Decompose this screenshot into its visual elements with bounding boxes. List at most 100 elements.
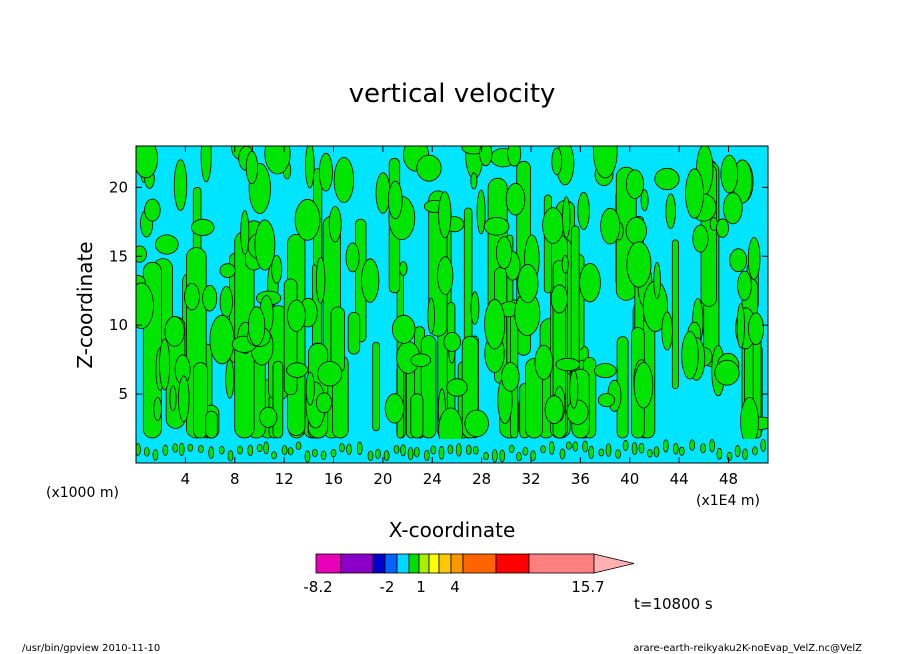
y-tick-label: 20 xyxy=(109,178,128,196)
boundary-cell xyxy=(491,449,498,463)
updraft-cell xyxy=(577,191,590,230)
updraft-cell xyxy=(245,150,258,185)
footer-right: arare-earth-reikyaku2K-noEvap_VelZ.nc@Ve… xyxy=(633,643,862,654)
updraft-cell xyxy=(729,248,748,273)
x-tick-label: 12 xyxy=(275,470,294,488)
chart-title: vertical velocity xyxy=(349,79,556,109)
updraft-cell xyxy=(720,154,739,194)
updraft-cell xyxy=(484,298,506,350)
updraft-cell xyxy=(555,357,581,372)
boundary-cell xyxy=(742,448,748,460)
colorbar-tick-label: 4 xyxy=(450,578,460,596)
updraft-cell xyxy=(692,224,709,253)
updraft-cell xyxy=(328,206,342,243)
updraft-cell xyxy=(144,198,161,222)
updraft-cell xyxy=(271,254,283,284)
updraft-cell xyxy=(633,362,654,409)
boundary-cell xyxy=(247,444,254,457)
colorbar-segment xyxy=(372,553,386,574)
colorbar-extend-arrow xyxy=(593,553,635,574)
updraft-cell xyxy=(305,146,315,189)
boundary-cell xyxy=(700,443,706,454)
updraft-cell xyxy=(747,236,761,280)
boundary-cell xyxy=(638,442,645,454)
boundary-cell xyxy=(136,443,141,456)
boundary-cell xyxy=(455,443,462,457)
updraft-cell xyxy=(661,311,673,351)
updraft-cell xyxy=(155,234,179,255)
updraft-cell xyxy=(361,258,380,303)
boundary-cell xyxy=(615,449,621,459)
x-tick-label: 40 xyxy=(620,470,639,488)
boundary-cell xyxy=(227,450,234,462)
boundary-cell xyxy=(516,452,522,462)
boundary-cell xyxy=(752,446,758,456)
x-tick-label: 4 xyxy=(181,470,191,488)
boundary-cell xyxy=(622,440,629,451)
boundary-cell xyxy=(508,444,515,454)
boundary-cell xyxy=(172,443,179,453)
boundary-cell xyxy=(572,441,579,452)
updraft-cell xyxy=(483,217,510,236)
updraft-cell xyxy=(375,172,391,214)
colorbar-segment xyxy=(418,553,430,574)
updraft-cell xyxy=(501,362,520,392)
updraft-cell xyxy=(318,152,333,192)
updraft-cell xyxy=(209,314,235,365)
updraft-cell xyxy=(464,409,489,438)
colorbar-segment xyxy=(315,553,342,574)
x-tick-label: 44 xyxy=(670,470,689,488)
updraft-cell xyxy=(470,172,478,190)
y-axis-ticks: 5 10 15 20 xyxy=(109,178,768,403)
boundary-cell xyxy=(295,441,302,451)
updraft-cell xyxy=(219,286,233,318)
boundary-cell xyxy=(530,450,536,462)
updraft-cell xyxy=(264,146,291,175)
y-axis-label: Z-coordinate xyxy=(73,241,97,368)
updraft-cell xyxy=(286,299,306,332)
updraft-cell xyxy=(153,396,162,421)
updraft-cell xyxy=(443,331,462,352)
updraft-column xyxy=(410,393,424,439)
colorbar-tick-labels: -8.2 -2 1 4 15.7 xyxy=(303,578,604,596)
updraft-cell xyxy=(345,242,360,273)
boundary-cell xyxy=(760,438,767,452)
updraft-cell xyxy=(286,362,309,378)
updraft-cell xyxy=(625,169,645,199)
updraft-column xyxy=(205,410,218,439)
updraft-column xyxy=(525,358,543,439)
boundary-cell xyxy=(162,444,169,456)
y-tick-label: 5 xyxy=(118,385,128,403)
updraft-cell xyxy=(184,283,200,311)
updraft-cell xyxy=(136,282,154,329)
x-axis-ticks: 4 8 12 16 20 24 28 32 36 40 44 48 xyxy=(181,146,738,488)
boundary-cell xyxy=(287,447,294,456)
boundary-cell xyxy=(281,445,288,456)
updraft-cell xyxy=(625,216,647,245)
boundary-cell xyxy=(472,445,479,455)
updraft-cell xyxy=(225,359,235,399)
colorbar-segment xyxy=(528,553,595,574)
updraft-cell xyxy=(566,399,589,425)
x-unit-left: (x1000 m) xyxy=(46,485,119,501)
updraft-cell xyxy=(136,146,159,179)
boundary-cell xyxy=(438,446,445,460)
boundary-cell xyxy=(559,448,566,460)
updraft-cell xyxy=(294,198,321,241)
colorbar-tick-label: -8.2 xyxy=(303,578,332,596)
updraft-cell xyxy=(600,207,621,245)
boundary-cell xyxy=(483,452,489,461)
colorbar-segment xyxy=(384,553,398,574)
updraft-cell xyxy=(569,370,579,409)
boundary-cell xyxy=(407,447,414,461)
updraft-cell xyxy=(173,159,188,212)
updraft-cell xyxy=(722,192,743,225)
boundary-cell xyxy=(237,445,243,455)
updraft-cell xyxy=(315,392,333,414)
boundary-cell xyxy=(709,439,715,453)
boundary-cell xyxy=(320,450,327,461)
updraft-cell xyxy=(200,146,212,183)
updraft-cell xyxy=(190,218,215,236)
updraft-cell xyxy=(333,156,355,203)
x-tick-label: 36 xyxy=(571,470,590,488)
